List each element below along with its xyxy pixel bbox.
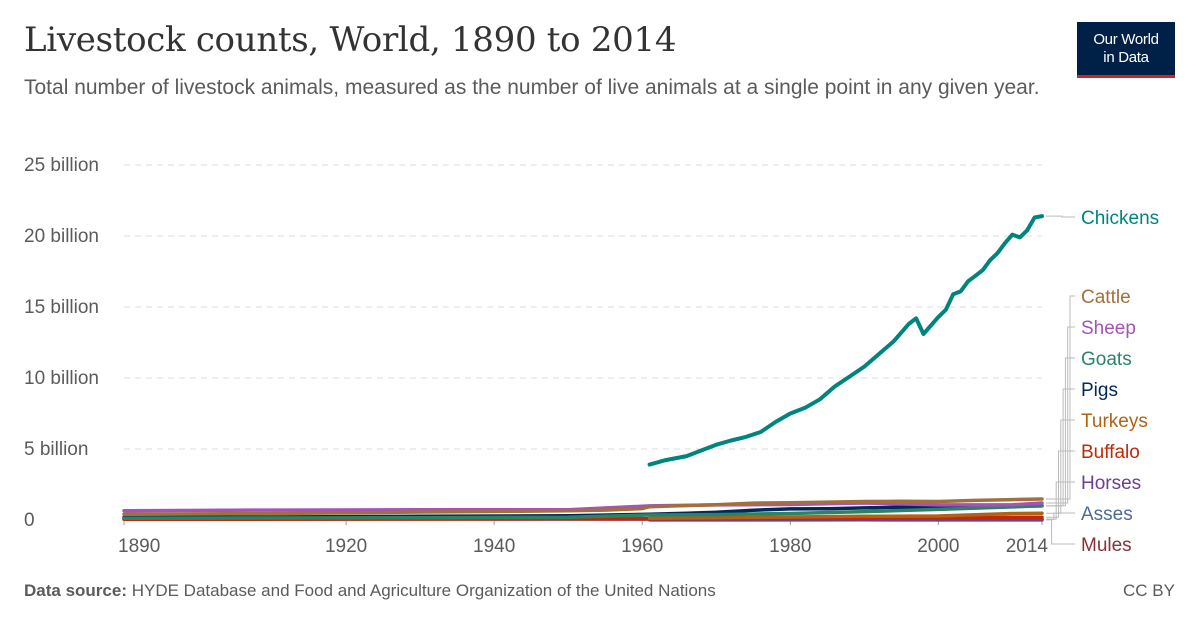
legend-label-chickens[interactable]: Chickens bbox=[1081, 208, 1159, 229]
x-axis: 1890 1920 1940 1960 1980 2000 2014 bbox=[118, 519, 1049, 557]
legend-label-mules[interactable]: Mules bbox=[1081, 535, 1132, 556]
legend-label-pigs[interactable]: Pigs bbox=[1081, 380, 1118, 401]
x-tick-label-1940: 1940 bbox=[473, 536, 515, 557]
x-tick-label-1960: 1960 bbox=[621, 536, 663, 557]
legend-connector-mules bbox=[1046, 519, 1075, 545]
legend-label-horses[interactable]: Horses bbox=[1081, 473, 1141, 494]
legend-connector-asses bbox=[1046, 512, 1075, 520]
source-text: HYDE Database and Food and Agriculture O… bbox=[131, 581, 716, 600]
series-lines bbox=[122, 214, 1044, 522]
x-tick-label-1890: 1890 bbox=[118, 536, 160, 557]
legend: Chickens Cattle Sheep Goats Pigs Turkeys Buffa… bbox=[1046, 208, 1159, 556]
x-tick-label-1980: 1980 bbox=[769, 536, 811, 557]
x-tick-label-2000: 2000 bbox=[917, 536, 959, 557]
y-tick-label-15: 15 billion bbox=[24, 297, 99, 318]
legend-label-buffalo[interactable]: Buffalo bbox=[1081, 442, 1140, 463]
legend-connector-sheep bbox=[1046, 326, 1075, 504]
chart-title: Livestock counts, World, 1890 to 2014 bbox=[24, 20, 677, 60]
legend-label-cattle[interactable]: Cattle bbox=[1081, 287, 1131, 308]
series-line-cattle[interactable] bbox=[122, 497, 1044, 516]
legend-connector-chickens bbox=[1046, 215, 1075, 218]
chart-subtitle: Total number of livestock animals, measu… bbox=[24, 76, 1040, 99]
legend-connector-buffalo bbox=[1046, 450, 1075, 518]
y-tick-label-10: 10 billion bbox=[24, 368, 99, 389]
legend-connector-pigs bbox=[1046, 388, 1075, 507]
legend-label-goats[interactable]: Goats bbox=[1081, 349, 1132, 370]
series-line-chickens[interactable] bbox=[647, 214, 1044, 467]
series-line-goats[interactable] bbox=[122, 504, 1044, 521]
logo-line-2: in Data bbox=[1103, 49, 1149, 66]
legend-label-sheep[interactable]: Sheep bbox=[1081, 318, 1136, 339]
logo-line-1: Our World bbox=[1093, 31, 1159, 48]
grid-lines bbox=[124, 164, 1042, 450]
source-label: Data source: bbox=[24, 581, 127, 600]
x-tick-label-1920: 1920 bbox=[325, 536, 367, 557]
legend-label-turkeys[interactable]: Turkeys bbox=[1081, 411, 1148, 432]
y-tick-label-20: 20 billion bbox=[24, 226, 99, 247]
x-tick-label-2014: 2014 bbox=[1006, 536, 1049, 557]
y-tick-label-25: 25 billion bbox=[24, 155, 99, 176]
y-tick-label-0: 0 bbox=[24, 510, 35, 531]
license-link[interactable]: CC BY bbox=[1123, 581, 1175, 600]
y-axis-ticks: 0 5 billion 10 billion 15 billion 20 billion… bbox=[24, 155, 99, 531]
source-note: Data source: HYDE Database and Food and … bbox=[24, 581, 716, 601]
y-tick-label-5: 5 billion bbox=[24, 439, 88, 460]
series-line-turkeys[interactable] bbox=[647, 511, 1044, 520]
legend-label-asses[interactable]: Asses bbox=[1081, 504, 1133, 525]
owid-logo[interactable]: Our World in Data bbox=[1077, 22, 1175, 78]
